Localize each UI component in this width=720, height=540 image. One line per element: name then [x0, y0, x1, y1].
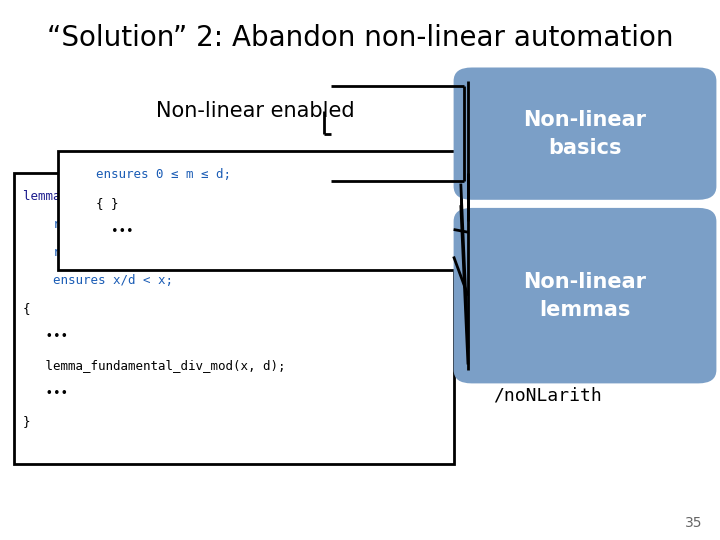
Text: }: } [23, 415, 30, 428]
Text: /noNLarith: /noNLarith [493, 386, 602, 404]
Text: •••: ••• [23, 330, 68, 343]
Text: { }: { } [66, 197, 119, 210]
Text: •••: ••• [66, 225, 134, 238]
FancyBboxPatch shape [58, 151, 461, 270]
Text: lemma: lemma [23, 190, 68, 203]
Text: {: { [23, 302, 30, 315]
Text: requires 0 < x;: requires 0 < x; [23, 218, 166, 231]
Text: 35: 35 [685, 516, 702, 530]
Text: , d:: , d: [254, 190, 284, 203]
Text: int: int [238, 190, 260, 203]
FancyBboxPatch shape [14, 173, 454, 464]
Text: “Solution” 2: Abandon non-linear automation: “Solution” 2: Abandon non-linear automat… [47, 24, 673, 52]
Text: requires 1 < d;: requires 1 < d; [23, 246, 166, 259]
FancyBboxPatch shape [454, 68, 716, 200]
Text: lemma_div_is_strictly_ordered(x:: lemma_div_is_strictly_ordered(x: [56, 190, 304, 203]
Text: int: int [276, 190, 299, 203]
Text: Non-linear enabled: Non-linear enabled [156, 100, 355, 121]
Text: lemma_fundamental_div_mod(x, d);: lemma_fundamental_div_mod(x, d); [23, 359, 286, 372]
FancyBboxPatch shape [454, 208, 716, 383]
Text: ): ) [292, 190, 300, 203]
Text: •••: ••• [23, 387, 68, 400]
Text: Non-linear
lemmas: Non-linear lemmas [523, 272, 647, 320]
Text: ensures x/d < x;: ensures x/d < x; [23, 274, 173, 287]
Text: Non-linear
basics: Non-linear basics [523, 110, 647, 158]
Text: ensures 0 ≤ m ≤ d;: ensures 0 ≤ m ≤ d; [66, 168, 231, 181]
